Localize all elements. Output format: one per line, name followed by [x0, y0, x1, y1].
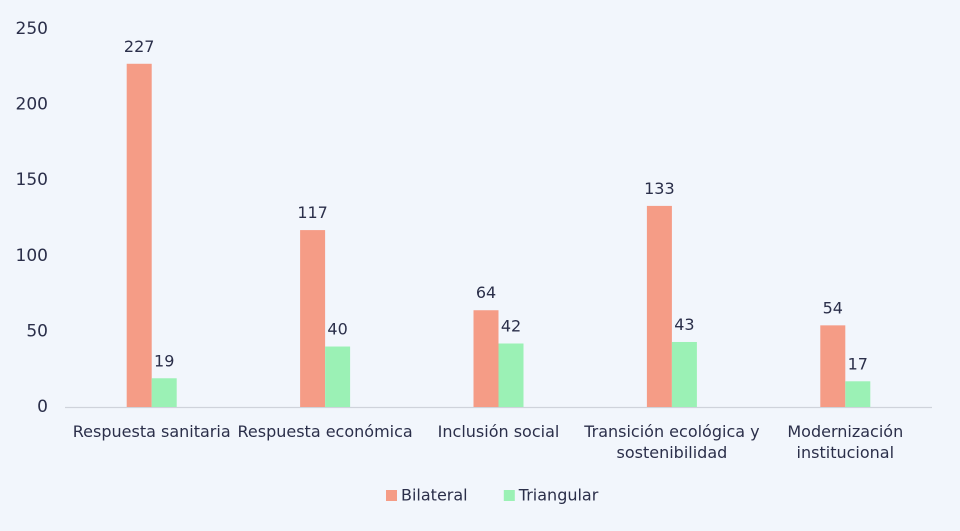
y-tick-label: 100	[16, 246, 48, 266]
data-labels: 227 19 117 40 64 42 133 43 54 17	[124, 37, 868, 374]
data-label: 227	[124, 37, 155, 56]
bar-bilateral	[473, 310, 499, 407]
bar-bilateral	[820, 325, 846, 407]
legend-swatch-triangular	[503, 490, 515, 501]
data-label: 40	[327, 320, 347, 339]
category-label: institucional	[797, 443, 894, 462]
y-tick-label: 50	[26, 321, 48, 341]
legend: Bilateral Triangular	[386, 486, 599, 505]
category-label: Transición ecológica y	[583, 422, 759, 441]
data-label: 43	[674, 315, 694, 334]
bar-bilateral	[300, 230, 326, 407]
y-tick-label: 0	[37, 397, 48, 417]
bar-bilateral	[126, 63, 152, 407]
data-label: 117	[297, 203, 328, 222]
y-axis: 0 50 100 150 200 250	[16, 19, 48, 417]
bar-triangular	[845, 381, 871, 407]
data-label: 64	[476, 283, 496, 302]
bar-triangular	[671, 341, 697, 407]
bar-triangular	[325, 346, 351, 407]
bar-bilateral	[646, 205, 672, 407]
category-label: Modernización	[787, 422, 903, 441]
category-label: Respuesta sanitaria	[73, 422, 231, 441]
y-tick-label: 200	[16, 95, 48, 115]
data-label: 17	[848, 354, 868, 373]
category-label: Inclusión social	[438, 422, 560, 441]
data-label: 54	[823, 298, 843, 317]
legend-label: Triangular	[518, 486, 599, 505]
data-label: 19	[154, 351, 174, 370]
bars	[126, 63, 871, 407]
data-label: 42	[501, 316, 521, 335]
category-label: sostenibilidad	[617, 443, 728, 462]
data-label: 133	[644, 179, 675, 198]
y-tick-label: 150	[16, 170, 48, 190]
bar-triangular	[151, 378, 177, 407]
legend-swatch-bilateral	[386, 490, 397, 501]
category-labels: Respuesta sanitaria Respuesta económica In…	[73, 422, 903, 462]
category-label: Respuesta económica	[237, 422, 412, 441]
y-tick-label: 250	[16, 19, 48, 39]
legend-label: Bilateral	[401, 486, 468, 505]
bar-triangular	[498, 343, 524, 407]
